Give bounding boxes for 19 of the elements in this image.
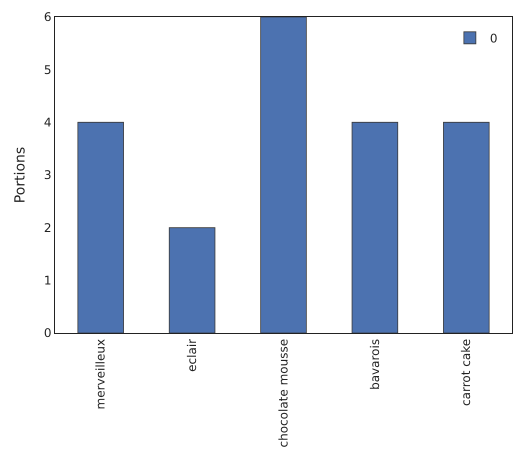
x-tick-label: bavarois xyxy=(368,338,382,390)
bar xyxy=(77,122,124,333)
x-tick-label: merveilleux xyxy=(94,338,108,410)
y-axis-title: Portions xyxy=(12,146,28,204)
bar xyxy=(443,122,490,333)
y-tick-label: 3 xyxy=(44,168,52,182)
y-tick-label: 5 xyxy=(44,62,52,77)
x-tick-label: carrot cake xyxy=(459,338,474,406)
x-tick-label: chocolate mousse xyxy=(276,338,290,448)
y-tick-label: 2 xyxy=(44,220,52,235)
bar xyxy=(168,227,216,333)
y-tick-label: 0 xyxy=(44,326,52,340)
bar xyxy=(352,122,398,333)
x-tick-label: eclair xyxy=(185,338,199,372)
y-tick-label: 6 xyxy=(44,10,52,24)
y-tick-label: 1 xyxy=(44,274,52,288)
legend-label: 0 xyxy=(490,32,498,46)
y-tick-label: 4 xyxy=(44,116,52,130)
bar xyxy=(260,17,307,333)
